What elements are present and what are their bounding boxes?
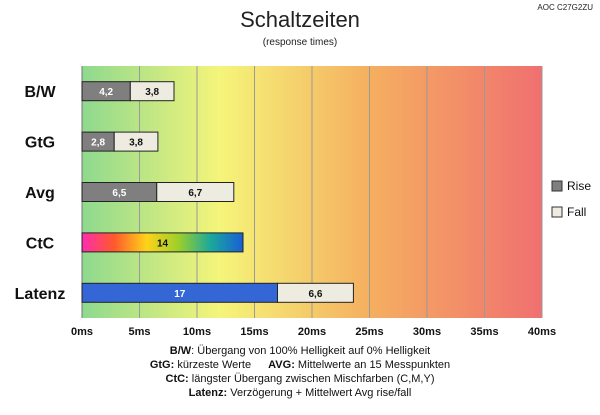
footnote-term: CtC: [166, 373, 189, 385]
bar-rise [81, 232, 244, 253]
category-label: B/W [24, 84, 56, 101]
footnote-term: B/W [170, 345, 192, 357]
footnote-term: GtG: [150, 359, 174, 371]
monitor-model: AOC C27G2ZU [537, 3, 593, 12]
legend-label-fall: Fall [567, 205, 586, 219]
x-tick-label: 5ms [128, 326, 150, 338]
footnote-line: GtG: kürzeste Werte AVG: Mittelwerte an … [150, 359, 450, 371]
category-label: CtC [26, 235, 55, 252]
footnote-line: Latenz: Verzögerung + Mittelwert Avg ris… [189, 387, 412, 399]
footnote-text: Verzögerung + Mittelwert Avg rise/fall [227, 387, 411, 399]
footnote-term: AVG: [268, 359, 295, 371]
x-tick-label: 30ms [413, 326, 441, 338]
bar-rise-label: 2,8 [91, 138, 105, 149]
bar-rise-label: 14 [157, 238, 169, 249]
footnote-text: : Übergang von 100% Helligkeit auf 0% He… [191, 345, 430, 357]
category-label: Avg [25, 185, 55, 202]
footnotes: B/W: Übergang von 100% Helligkeit auf 0%… [150, 345, 450, 399]
footnote-text: längster Übergang zwischen Mischfarben (… [189, 373, 435, 385]
x-tick-label: 35ms [470, 326, 498, 338]
x-tick-label: 20ms [298, 326, 326, 338]
bar-fall [113, 131, 159, 152]
footnote-text: Mittelwerte an 15 Messpunkten [295, 359, 450, 371]
bar-fall-label: 3,8 [145, 87, 159, 98]
category-label: Latenz [15, 286, 66, 303]
x-tick-label: 25ms [355, 326, 383, 338]
legend-swatch-rise [551, 180, 563, 192]
bar-fall-label: 6,6 [308, 289, 322, 300]
legend: Rise Fall [551, 179, 591, 219]
bar-fall-label: 6,7 [188, 188, 202, 199]
legend-label-rise: Rise [567, 179, 591, 193]
bar-fall [129, 81, 175, 102]
bar-rise-label: 6,5 [112, 188, 126, 199]
bar-rise-label: 17 [174, 289, 186, 300]
x-tick-label: 15ms [240, 326, 268, 338]
bars: 4,2 3,8 2,8 3,8 6,5 6,7 14 17 6,6 [81, 81, 354, 303]
bar-fall [156, 182, 235, 202]
category-labels: B/W GtG Avg CtC Latenz [15, 84, 66, 303]
x-tick-label: 0ms [71, 326, 93, 338]
footnote-line: CtC: längster Übergang zwischen Mischfar… [166, 373, 435, 385]
legend-swatch-fall [551, 206, 563, 218]
bar-fall [277, 282, 354, 303]
chart-subtitle: (response times) [263, 37, 337, 48]
x-axis-ticks: 0ms 5ms 10ms 15ms 20ms 25ms 30ms 35ms 40ms [71, 326, 556, 338]
x-tick-label: 10ms [183, 326, 211, 338]
footnote-term: Latenz: [189, 387, 228, 399]
x-tick-label: 40ms [528, 326, 556, 338]
category-label: GtG [25, 135, 55, 152]
bar-rise-label: 4,2 [99, 87, 113, 98]
footnote-text: kürzeste Werte [174, 359, 251, 371]
bar-fall-label: 3,8 [129, 138, 143, 149]
chart-title: Schaltzeiten [240, 7, 360, 32]
footnote-line: B/W: Übergang von 100% Helligkeit auf 0%… [170, 345, 430, 357]
